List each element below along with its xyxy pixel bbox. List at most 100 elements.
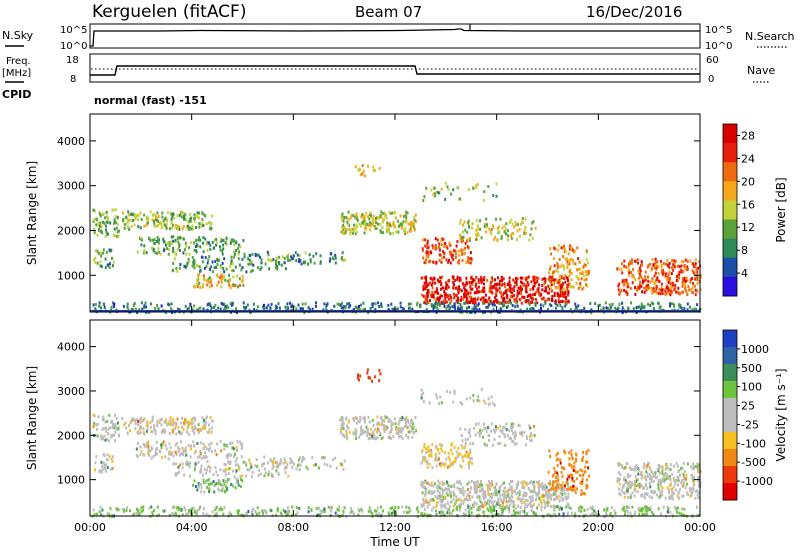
scatter-cell [355,214,358,218]
scatter-cell [165,224,168,228]
scatter-cell [304,302,307,306]
scatter-cell [216,473,219,477]
scatter-cell [448,458,451,462]
scatter-cell [496,500,499,504]
scatter-cell [154,214,157,218]
scatter-cell [106,458,109,462]
scatter-cell [508,482,511,486]
scatter-cell [668,496,671,500]
scatter-cell [217,487,220,491]
scatter-cell [393,211,396,214]
scatter-cell [687,493,689,496]
scatter-cell [210,430,213,434]
scatter-cell [392,435,395,438]
scatter-cell [462,459,465,463]
scatter-cell [207,465,210,469]
scatter-cell [376,415,379,419]
scatter-cell [576,470,579,474]
scatter-cell [678,273,680,277]
scatter-cell [136,250,139,254]
scatter-cell [228,281,231,284]
scatter-cell [105,231,108,234]
scatter-cell [472,399,475,403]
scatter-cell [468,466,470,470]
scatter-cell [202,447,205,451]
scatter-cell [192,262,195,266]
scatter-cell [582,274,585,278]
scatter-cell [201,473,204,477]
scatter-cell [93,209,96,213]
scatter-cell [460,289,463,293]
scatter-cell [403,510,406,514]
scatter-cell [449,243,452,247]
scatter-cell [458,279,461,283]
scatter-cell [422,497,425,501]
scatter-cell [429,259,432,263]
scatter-cell [618,282,621,286]
scatter-cell [372,302,375,306]
scatter-cell [440,243,443,247]
scatter-cell [530,499,533,503]
scatter-cell [484,293,487,297]
scatter-cell [266,250,269,254]
scatter-cell [426,462,429,466]
scatter-cell [200,457,203,460]
scatter-cell [683,507,686,511]
scatter-cell [383,419,386,423]
scatter-cell [96,233,99,237]
scatter-cell [444,300,447,304]
scatter-cell [663,479,666,483]
scatter-cell [153,242,156,245]
scatter-cell [135,453,138,457]
scatter-cell [186,430,189,434]
scatter-cell [585,450,588,454]
scatter-cell [420,393,423,397]
scatter-cell [204,426,207,430]
scatter-cell [455,501,457,505]
scatter-cell [650,287,653,291]
scatter-cell [659,481,662,485]
scatter-cell [453,485,456,489]
scatter-cell [452,286,455,290]
scatter-cell [538,487,540,491]
scatter-cell [334,261,337,265]
scatter-cell [200,470,203,474]
scatter-cell [434,237,437,241]
scatter-cell [188,252,191,256]
scatter-cell [102,415,105,419]
scatter-cell [380,421,383,425]
scatter-cell [387,420,390,423]
scatter-cell [411,307,414,311]
scatter-cell [463,292,466,296]
scatter-cell [655,285,658,289]
scatter-cell [503,481,506,485]
scatter-cell [686,292,689,296]
scatter-cell [264,262,267,266]
scatter-cell [549,455,552,458]
scatter-cell [670,291,673,295]
scatter-cell [196,244,199,248]
scatter-cell [692,271,695,275]
scatter-cell [192,227,195,231]
scatter-cell [373,433,376,437]
scatter-cell [357,373,359,377]
scatter-cell [278,255,281,259]
scatter-cell [590,308,593,312]
scatter-cell [434,281,436,285]
scatter-cell [690,465,693,469]
scatter-cell [255,458,258,462]
scatter-cell [419,303,422,307]
scatter-cell [523,431,526,435]
scatter-cell [584,263,587,267]
scatter-cell [665,464,668,468]
scatter-cell [185,462,188,466]
scatter-cell [562,481,565,485]
scatter-cells [90,164,702,315]
scatter-cell [628,271,630,275]
scatter-cell [469,287,472,291]
scatter-cell [222,479,225,483]
scatter-cell [454,279,457,282]
scatter-cell [467,431,470,434]
scatter-cell [533,434,536,437]
scatter-cell [487,509,490,513]
